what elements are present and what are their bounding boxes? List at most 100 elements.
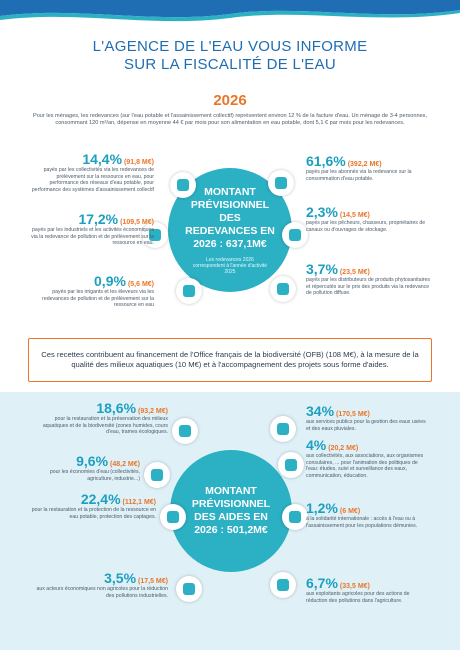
item-text: payés par les collectivités via les rede… — [31, 167, 154, 193]
item-icon — [270, 276, 296, 302]
item-amount: (14,5 M€) — [339, 212, 370, 219]
item-icon — [282, 504, 308, 530]
item-percent: 17,2% — [78, 211, 119, 227]
icon-glyph — [289, 229, 301, 241]
item-percent: 6,7% — [306, 575, 338, 591]
icon-glyph — [183, 285, 195, 297]
item-icon — [176, 278, 202, 304]
item-icon — [170, 172, 196, 198]
item: 22,4% (112,1 M€) pour la restauration et l… — [30, 492, 156, 520]
note-box: Ces recettes contribuent au financement … — [28, 338, 432, 382]
intro: Pour les ménages, les redevances (sur l'… — [32, 113, 428, 126]
item-amount: (91,8 M€) — [124, 159, 154, 166]
item: 18,6% (93,2 M€) pour la restauration et la… — [30, 401, 168, 436]
item-head: 18,6% (93,2 M€) — [30, 401, 168, 415]
title-line: SUR LA FISCALITÉ DE L'EAU — [123, 56, 337, 73]
item-text: payés par les irrigants et les éleveurs … — [42, 289, 154, 309]
item-amount: (23,5 M€) — [339, 269, 370, 276]
item-icon — [142, 222, 168, 248]
item-amount: (17,5 M€) — [138, 578, 168, 585]
item: 61,6% (392,2 M€) payés par les abonnés via… — [306, 154, 430, 182]
item-percent: 14,4% — [82, 151, 123, 167]
icon-glyph — [151, 469, 163, 481]
title-line: L'AGENCE DE L'EAU VOUS INFORME — [92, 38, 368, 55]
item-amount: (48,2 M€) — [110, 461, 140, 468]
item-icon — [144, 462, 170, 488]
item-percent: 2,3% — [306, 204, 338, 220]
item-head: 9,6% (48,2 M€) — [30, 454, 140, 468]
item-amount: (109,5 M€) — [120, 219, 154, 226]
item: 3,7% (23,5 M€) payés par les distributeurs… — [306, 262, 430, 297]
icon-glyph — [149, 229, 161, 241]
item-text: payés par les abonnés via la redevance s… — [306, 169, 412, 182]
icon-glyph — [285, 459, 297, 471]
note-text: Ces recettes contribuent au financement … — [41, 350, 419, 369]
icon-glyph — [167, 511, 179, 523]
item: 6,7% (33,5 M€) aux exploitants agricoles p… — [306, 576, 430, 604]
item-head: 0,9% (5,6 M€) — [30, 274, 154, 288]
wave-shape — [0, 0, 460, 18]
icon-glyph — [277, 579, 289, 591]
item-head: 22,4% (112,1 M€) — [30, 492, 156, 506]
wave-accent — [0, 10, 460, 22]
item: 17,2% (109,5 M€) payés par les industriels… — [30, 212, 154, 247]
redevances-total: MONTANT PRÉVISIONNEL DES REDEVANCES EN 2… — [185, 185, 275, 250]
item-text: aux acteurs économiques non agricoles po… — [36, 586, 169, 599]
item-percent: 4% — [306, 437, 327, 453]
item-amount: (6 M€) — [339, 508, 361, 515]
item-amount: (5,6 M€) — [127, 281, 154, 288]
item-head: 34% (170,5 M€) — [306, 404, 430, 418]
item-amount: (112,1 M€) — [122, 499, 156, 506]
icon-glyph — [277, 423, 289, 435]
item-text: pour la restauration et la protection de… — [31, 507, 156, 520]
item-text: payés par les pêcheurs, chasseurs, propr… — [306, 220, 426, 233]
item-icon — [282, 222, 308, 248]
item-percent: 22,4% — [80, 491, 121, 507]
icon-glyph — [183, 583, 195, 595]
item: 9,6% (48,2 M€) pour les économies d'eau (c… — [30, 454, 140, 482]
item-icon — [172, 418, 198, 444]
item-icon — [268, 170, 294, 196]
item-percent: 9,6% — [76, 453, 109, 469]
item-head: 3,5% (17,5 M€) — [30, 571, 168, 585]
icon-glyph — [179, 425, 191, 437]
item-icon — [270, 572, 296, 598]
item-head: 4% (20,2 M€) — [306, 438, 430, 452]
item: 2,3% (14,5 M€) payés par les pêcheurs, cha… — [306, 205, 430, 233]
item-icon — [278, 452, 304, 478]
item-percent: 18,6% — [96, 400, 137, 416]
item-icon — [160, 504, 186, 530]
item-head: 3,7% (23,5 M€) — [306, 262, 430, 276]
aides-total: MONTANT PRÉVISIONNEL DES AIDES EN 2026 :… — [191, 485, 271, 536]
icon-glyph — [277, 283, 289, 295]
item-percent: 3,7% — [306, 261, 338, 277]
item-percent: 34% — [306, 403, 335, 419]
item-text: aux exploitants agricoles pour des actio… — [306, 591, 410, 604]
year: 2026 — [213, 92, 247, 109]
item-head: 14,4% (91,8 M€) — [30, 152, 154, 166]
item-head: 6,7% (33,5 M€) — [306, 576, 430, 590]
item-amount: (170,5 M€) — [336, 411, 370, 418]
aides-circle: MONTANT PRÉVISIONNEL DES AIDES EN 2026 :… — [170, 450, 292, 572]
item-amount: (93,2 M€) — [138, 408, 168, 415]
item: 4% (20,2 M€) aux collectivités, aux associ… — [306, 438, 430, 479]
item-text: à la solidarité internationale : accès à… — [306, 516, 418, 529]
icon-glyph — [289, 511, 301, 523]
item: 14,4% (91,8 M€) payés par les collectivité… — [30, 152, 154, 193]
item-text: pour les économies d'eau (collectivités,… — [49, 469, 140, 482]
item: 0,9% (5,6 M€) payés par les irrigants et l… — [30, 274, 154, 309]
item: 3,5% (17,5 M€) aux acteurs économiques non… — [30, 571, 169, 599]
icon-glyph — [275, 177, 287, 189]
icon-glyph — [177, 179, 189, 191]
item: 1,2% (6 M€) à la solidarité internationale… — [306, 501, 430, 529]
item-icon — [176, 576, 202, 602]
item-amount: (392,2 M€) — [347, 161, 382, 168]
item-percent: 0,9% — [94, 273, 126, 289]
item-percent: 3,5% — [104, 570, 137, 586]
item-amount: (33,5 M€) — [339, 583, 370, 590]
item: 34% (170,5 M€) aux services publics pour l… — [306, 404, 430, 432]
item-percent: 61,6% — [306, 153, 346, 169]
item-head: 17,2% (109,5 M€) — [30, 212, 154, 226]
